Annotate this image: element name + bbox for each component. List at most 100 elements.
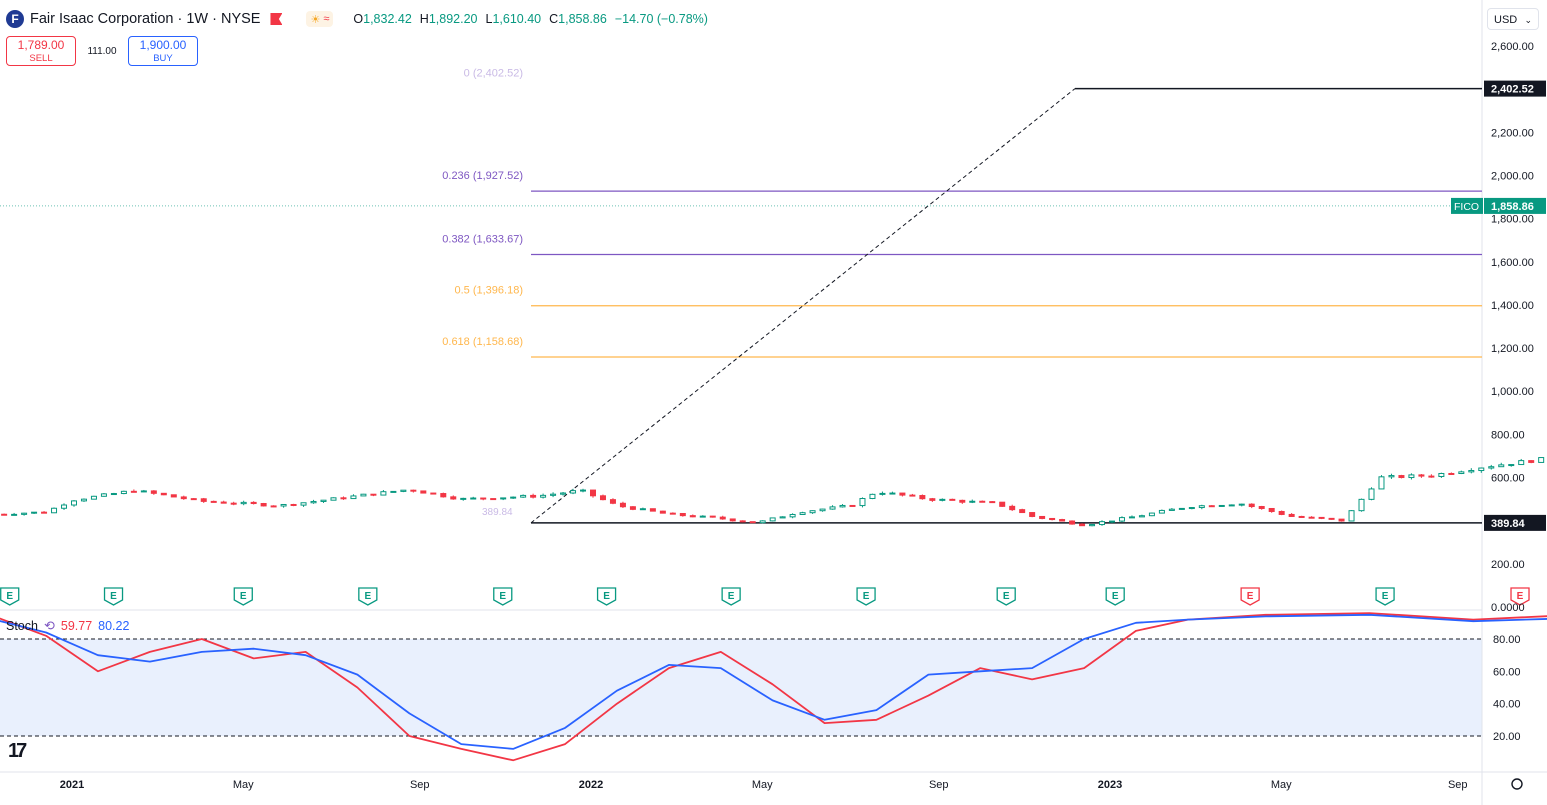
gear-icon[interactable] [1511, 778, 1523, 790]
earnings-marker[interactable] [493, 587, 513, 606]
candle-body[interactable] [1128, 516, 1135, 519]
candle-body[interactable] [1408, 474, 1415, 479]
candle-body[interactable] [370, 493, 377, 496]
candle-body[interactable] [629, 506, 636, 510]
earnings-marker[interactable] [1105, 587, 1125, 606]
candle-body[interactable] [570, 490, 577, 494]
candle-body[interactable] [1288, 513, 1295, 517]
candle-body[interactable] [1278, 510, 1285, 515]
candle-body[interactable] [480, 497, 487, 500]
candle-body[interactable] [679, 512, 686, 517]
candle-body[interactable] [250, 501, 257, 505]
candle-body[interactable] [490, 498, 497, 501]
candle-body[interactable] [949, 498, 956, 501]
candle-body[interactable] [759, 520, 766, 524]
weather-status-badge[interactable]: ☀ ≈ [306, 11, 334, 27]
candle-body[interactable] [1009, 505, 1016, 511]
candle-body[interactable] [1298, 515, 1305, 518]
candle-body[interactable] [330, 497, 337, 501]
candle-body[interactable] [580, 489, 587, 492]
tradingview-logo[interactable]: 17 [8, 740, 27, 762]
candle-body[interactable] [140, 490, 147, 493]
candle-body[interactable] [90, 495, 97, 500]
candle-body[interactable] [130, 490, 137, 493]
candle-body[interactable] [859, 498, 866, 507]
candle-body[interactable] [889, 492, 896, 495]
candle-body[interactable] [510, 496, 517, 499]
candle-body[interactable] [520, 494, 527, 498]
candle-body[interactable] [380, 491, 387, 496]
stoch-line-d[interactable] [0, 613, 1547, 750]
candle-body[interactable] [200, 498, 207, 502]
candle-body[interactable] [270, 505, 277, 508]
candle-body[interactable] [1019, 509, 1026, 514]
candle-body[interactable] [1118, 517, 1125, 522]
candle-body[interactable] [1428, 475, 1435, 478]
candle-body[interactable] [919, 495, 926, 500]
candle-body[interactable] [1079, 523, 1086, 527]
candle-body[interactable] [1418, 474, 1425, 477]
candle-body[interactable] [80, 498, 87, 502]
candle-body[interactable] [649, 508, 656, 512]
refresh-icon[interactable]: ⟲ [43, 618, 55, 633]
candle-body[interactable] [1089, 524, 1096, 527]
candle-body[interactable] [1059, 519, 1066, 522]
candle-body[interactable] [500, 497, 507, 500]
candle-body[interactable] [739, 520, 746, 523]
candle-body[interactable] [180, 496, 187, 500]
earnings-marker[interactable] [0, 587, 20, 606]
candle-body[interactable] [1248, 503, 1255, 508]
candle-body[interactable] [769, 517, 776, 522]
candle-body[interactable] [31, 511, 38, 514]
candle-body[interactable] [929, 498, 936, 501]
candle-body[interactable] [550, 493, 557, 496]
candle-body[interactable] [11, 513, 18, 516]
candle-body[interactable] [310, 500, 317, 504]
candle-body[interactable] [41, 511, 48, 514]
candle-body[interactable] [280, 503, 287, 507]
candle-body[interactable] [799, 512, 806, 515]
candle-body[interactable] [1518, 460, 1525, 466]
candle-body[interactable] [260, 503, 267, 507]
candle-body[interactable] [51, 507, 58, 514]
candle-body[interactable] [699, 515, 706, 518]
earnings-marker[interactable] [1375, 587, 1395, 606]
candle-body[interactable] [1308, 516, 1315, 519]
earnings-marker[interactable] [996, 587, 1016, 606]
earnings-marker[interactable] [103, 587, 124, 606]
candle-body[interactable] [1029, 512, 1036, 517]
candle-body[interactable] [719, 516, 726, 520]
candle-body[interactable] [849, 504, 856, 507]
buy-button[interactable]: 1,900.00 BUY [128, 36, 198, 66]
candle-body[interactable] [320, 499, 327, 502]
candle-body[interactable] [70, 500, 77, 506]
candle-body[interactable] [1178, 507, 1185, 510]
candle-body[interactable] [21, 512, 28, 515]
symbol-title[interactable]: Fair Isaac Corporation · 1W · NYSE [30, 11, 261, 27]
candle-body[interactable] [639, 508, 646, 511]
candle-body[interactable] [939, 498, 946, 501]
flag-icon[interactable] [270, 13, 283, 25]
earnings-marker[interactable] [358, 587, 378, 606]
candle-body[interactable] [999, 501, 1006, 507]
candle-body[interactable] [619, 502, 626, 508]
candle-body[interactable] [599, 495, 606, 501]
candle-body[interactable] [470, 497, 477, 500]
earnings-marker[interactable] [596, 587, 617, 606]
candle-body[interactable] [240, 501, 247, 505]
candle-body[interactable] [959, 499, 966, 503]
candle-body[interactable] [1069, 520, 1076, 525]
candle-body[interactable] [560, 492, 567, 495]
candle-body[interactable] [460, 497, 467, 500]
candle-body[interactable] [789, 513, 796, 518]
candle-body[interactable] [220, 501, 227, 504]
candle-body[interactable] [160, 492, 167, 496]
candle-body[interactable] [1138, 515, 1145, 518]
candle-body[interactable] [669, 512, 676, 515]
earnings-marker[interactable] [721, 587, 741, 606]
candle-body[interactable] [290, 503, 297, 506]
candle-body[interactable] [609, 499, 616, 504]
candle-body[interactable] [1268, 507, 1275, 512]
